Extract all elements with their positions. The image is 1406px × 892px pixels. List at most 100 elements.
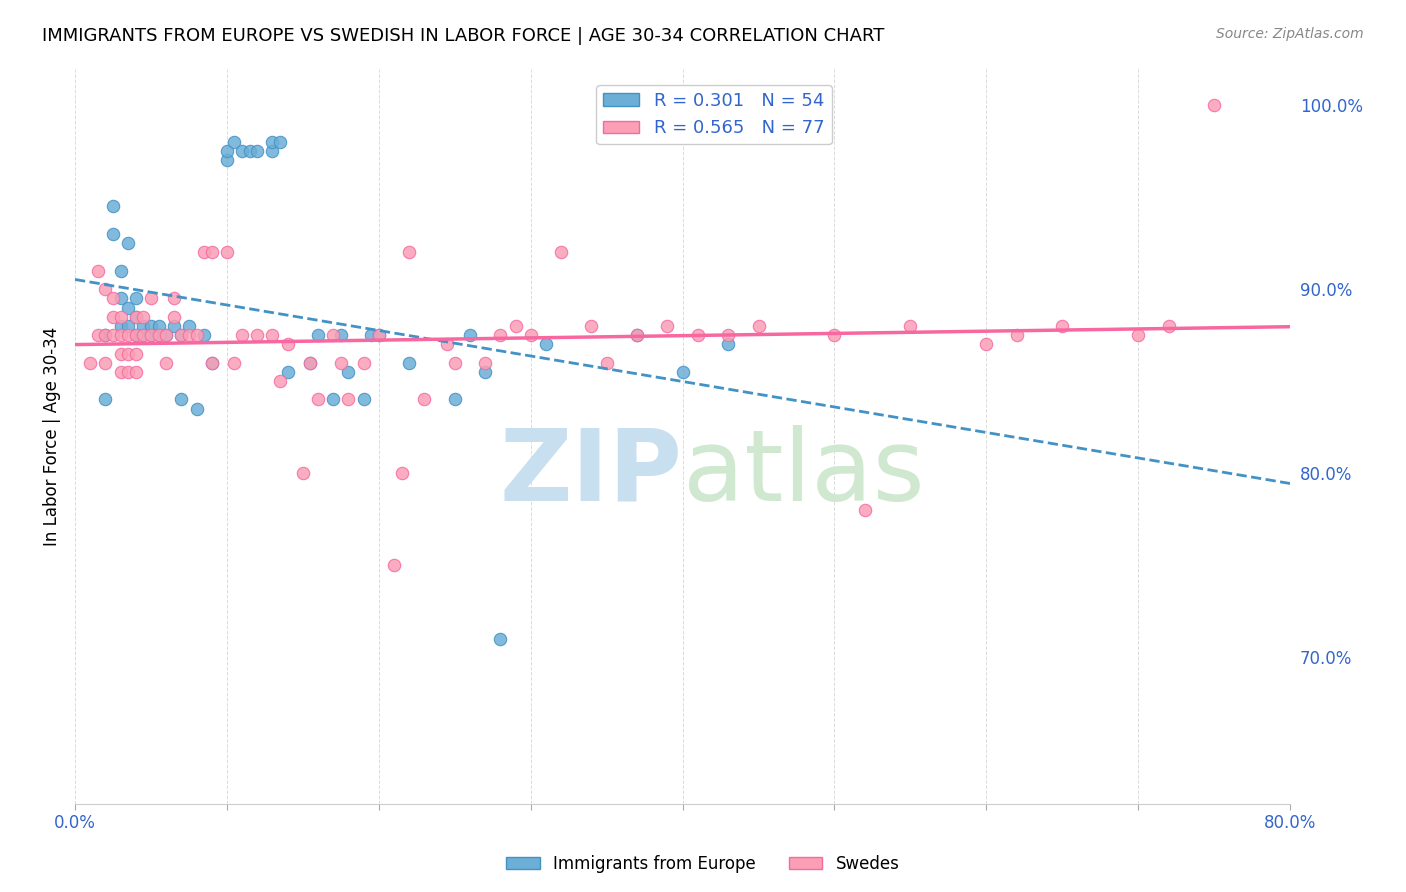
Point xyxy=(534,337,557,351)
Point xyxy=(79,356,101,370)
Point xyxy=(94,356,117,370)
Point xyxy=(231,328,253,343)
Point xyxy=(148,328,170,343)
Point xyxy=(824,328,846,343)
Point xyxy=(186,328,208,343)
Point xyxy=(110,318,132,333)
Point xyxy=(125,328,148,343)
Y-axis label: In Labor Force | Age 30-34: In Labor Force | Age 30-34 xyxy=(44,326,60,546)
Point xyxy=(87,264,110,278)
Point xyxy=(269,135,291,149)
Point xyxy=(117,328,139,343)
Point xyxy=(139,328,162,343)
Point xyxy=(110,310,132,324)
Point xyxy=(117,365,139,379)
Point xyxy=(489,632,512,646)
Point xyxy=(101,291,124,305)
Point xyxy=(201,356,224,370)
Point xyxy=(686,328,709,343)
Point xyxy=(139,328,162,343)
Point xyxy=(443,356,465,370)
Point xyxy=(163,318,186,333)
Point xyxy=(101,227,124,241)
Point xyxy=(101,310,124,324)
Point xyxy=(976,337,998,351)
Point xyxy=(367,328,389,343)
Point xyxy=(201,356,224,370)
Point xyxy=(550,245,572,260)
Text: ZIP: ZIP xyxy=(499,425,682,522)
Point xyxy=(224,135,246,149)
Point xyxy=(398,356,420,370)
Point xyxy=(170,328,193,343)
Point xyxy=(231,145,253,159)
Text: Source: ZipAtlas.com: Source: ZipAtlas.com xyxy=(1216,27,1364,41)
Point xyxy=(581,318,603,333)
Point xyxy=(125,310,148,324)
Point xyxy=(215,153,238,168)
Point xyxy=(353,392,375,407)
Point xyxy=(474,365,496,379)
Point xyxy=(117,236,139,251)
Point xyxy=(155,328,177,343)
Point xyxy=(717,328,740,343)
Point xyxy=(519,328,541,343)
Point xyxy=(117,318,139,333)
Point xyxy=(201,245,224,260)
Point xyxy=(299,356,322,370)
Point xyxy=(353,356,375,370)
Point xyxy=(1052,318,1074,333)
Point xyxy=(329,328,352,343)
Point xyxy=(87,328,110,343)
Point xyxy=(110,328,132,343)
Point xyxy=(94,328,117,343)
Legend: Immigrants from Europe, Swedes: Immigrants from Europe, Swedes xyxy=(499,848,907,880)
Point xyxy=(277,365,299,379)
Point xyxy=(170,328,193,343)
Point xyxy=(132,318,155,333)
Point xyxy=(132,328,155,343)
Text: atlas: atlas xyxy=(682,425,924,522)
Point xyxy=(262,145,284,159)
Point xyxy=(110,346,132,360)
Point xyxy=(367,328,389,343)
Point xyxy=(215,245,238,260)
Point xyxy=(1128,328,1150,343)
Point xyxy=(307,392,329,407)
Point xyxy=(110,365,132,379)
Point xyxy=(505,318,527,333)
Point xyxy=(360,328,382,343)
Point xyxy=(125,365,148,379)
Point xyxy=(322,328,344,343)
Point xyxy=(177,328,200,343)
Point xyxy=(224,356,246,370)
Point xyxy=(900,318,922,333)
Point xyxy=(322,392,344,407)
Point xyxy=(436,337,458,351)
Point xyxy=(148,318,170,333)
Point xyxy=(671,365,693,379)
Point xyxy=(193,245,215,260)
Point xyxy=(125,310,148,324)
Point xyxy=(101,328,124,343)
Point xyxy=(307,328,329,343)
Point xyxy=(299,356,322,370)
Point xyxy=(747,318,769,333)
Point xyxy=(277,337,299,351)
Point xyxy=(489,328,512,343)
Point xyxy=(382,558,405,572)
Point xyxy=(337,365,360,379)
Point xyxy=(1157,318,1180,333)
Point xyxy=(94,392,117,407)
Point xyxy=(657,318,679,333)
Point xyxy=(139,291,162,305)
Legend: R = 0.301   N = 54, R = 0.565   N = 77: R = 0.301 N = 54, R = 0.565 N = 77 xyxy=(596,85,831,145)
Point xyxy=(413,392,436,407)
Point xyxy=(155,356,177,370)
Point xyxy=(125,291,148,305)
Point xyxy=(262,328,284,343)
Point xyxy=(1204,98,1226,112)
Point xyxy=(443,392,465,407)
Point xyxy=(269,374,291,388)
Point xyxy=(177,318,200,333)
